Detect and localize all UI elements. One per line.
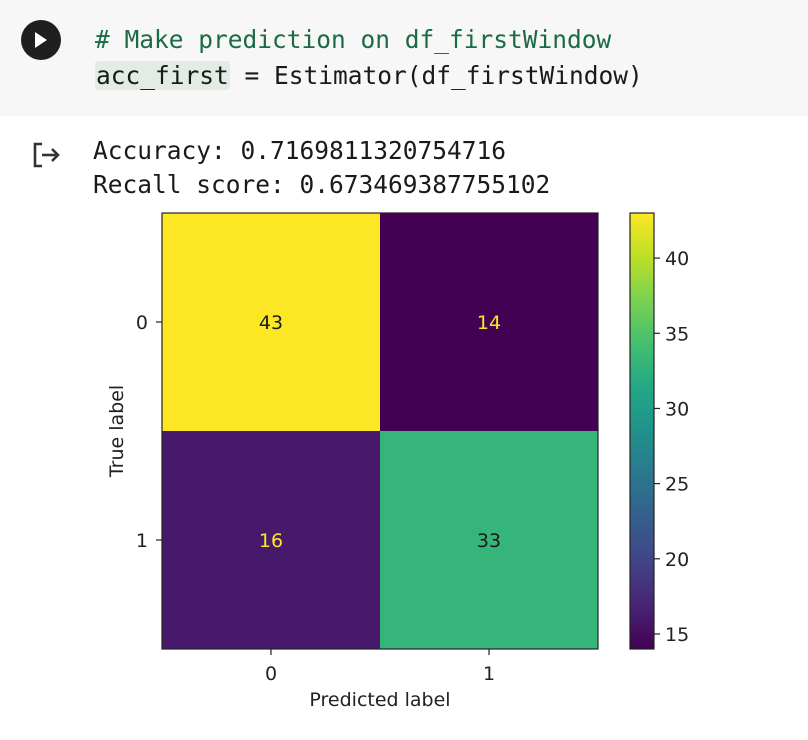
matrix-cell-1-1 — [380, 431, 598, 649]
matrix-cell-0-0 — [162, 213, 380, 431]
assignment-text: = Estimator(df_firstWindow) — [229, 61, 643, 90]
colorbar-tick-label: 25 — [665, 474, 689, 496]
cell-value-label: 43 — [259, 312, 283, 334]
output-arrow-icon[interactable] — [30, 138, 64, 172]
colorbar-tick-label: 30 — [665, 398, 689, 420]
colorbar-tick-label: 35 — [665, 323, 689, 345]
code-statement: acc_first = Estimator(df_firstWindow) — [95, 59, 643, 93]
recall-output: Recall score: 0.673469387755102 — [93, 170, 551, 199]
x-tick-label: 0 — [265, 663, 277, 685]
y-axis-title: True label — [106, 385, 128, 478]
cell-value-label: 33 — [477, 530, 501, 552]
run-cell-button[interactable] — [21, 20, 61, 60]
play-icon — [35, 32, 47, 48]
y-tick-label: 0 — [136, 312, 148, 334]
y-tick-label: 1 — [136, 530, 148, 552]
colorbar — [629, 212, 655, 650]
x-axis-title: Predicted label — [309, 689, 450, 711]
comment-text: # Make prediction on df_firstWindow — [95, 25, 612, 54]
accuracy-output: Accuracy: 0.7169811320754716 — [93, 136, 507, 165]
plot-frame — [161, 212, 599, 650]
variable-name: acc_first — [95, 61, 230, 90]
colorbar-tick-label: 40 — [665, 248, 689, 270]
code-comment: # Make prediction on df_firstWindow — [95, 23, 611, 57]
cell-value-label: 14 — [477, 312, 501, 334]
matrix-cell-1-0 — [162, 431, 380, 649]
cell-value-label: 16 — [259, 530, 283, 552]
code-cell[interactable]: # Make prediction on df_firstWindow acc_… — [0, 0, 808, 116]
colorbar-tick-label: 15 — [665, 624, 689, 646]
matrix-cell-0-1 — [380, 213, 598, 431]
x-tick-label: 1 — [483, 663, 495, 685]
colorbar-tick-label: 20 — [665, 549, 689, 571]
